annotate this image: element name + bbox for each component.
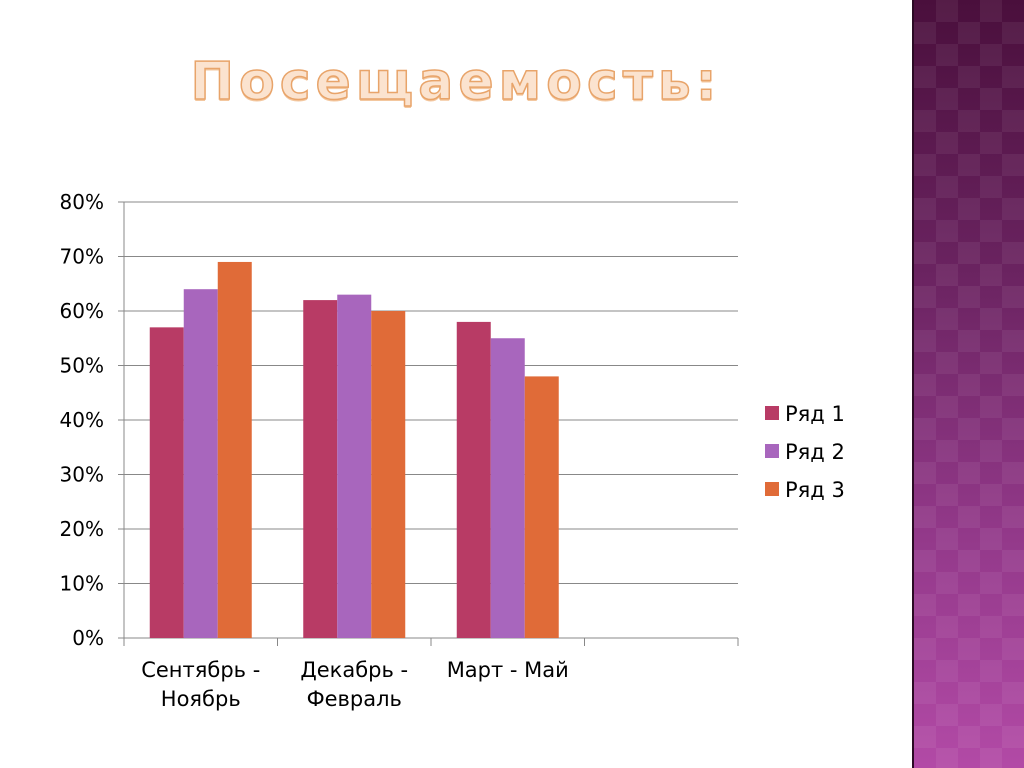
legend-swatch	[765, 482, 779, 496]
x-category-label: Ноябрь	[161, 687, 241, 711]
x-category-label: Март - Май	[447, 658, 569, 682]
legend-label: Ряд 3	[785, 478, 845, 502]
y-tick-label: 20%	[60, 517, 104, 541]
decorative-side-band	[912, 0, 1024, 768]
legend-swatch	[765, 444, 779, 458]
y-tick-label: 0%	[72, 626, 104, 650]
y-tick-label: 80%	[60, 190, 104, 214]
side-band-pattern	[914, 0, 1024, 768]
slide-title: Посещаемость:	[190, 51, 722, 113]
y-tick-label: 40%	[60, 408, 104, 432]
bar	[303, 300, 338, 638]
legend-label: Ряд 1	[785, 402, 845, 426]
legend-label: Ряд 2	[785, 440, 845, 464]
bar	[371, 311, 406, 638]
bar	[490, 338, 525, 638]
y-tick-label: 50%	[60, 354, 104, 378]
y-tick-label: 30%	[60, 463, 104, 487]
bar	[149, 327, 184, 638]
bar	[183, 289, 218, 638]
y-tick-label: 10%	[60, 572, 104, 596]
y-tick-label: 70%	[60, 245, 104, 269]
bar-chart: 0% 10% 20% 30% 40% 50% 60% 70% 80% Сентябрь - Нояб…	[60, 190, 845, 711]
bar	[217, 261, 252, 638]
y-tick-label: 60%	[60, 299, 104, 323]
legend-swatch	[765, 406, 779, 420]
bar	[524, 376, 559, 638]
x-category-label: Февраль	[307, 687, 402, 711]
x-category-label: Декабрь -	[300, 658, 408, 682]
x-category-label: Сентябрь -	[141, 658, 260, 682]
bar	[337, 294, 372, 638]
bar	[456, 321, 491, 638]
